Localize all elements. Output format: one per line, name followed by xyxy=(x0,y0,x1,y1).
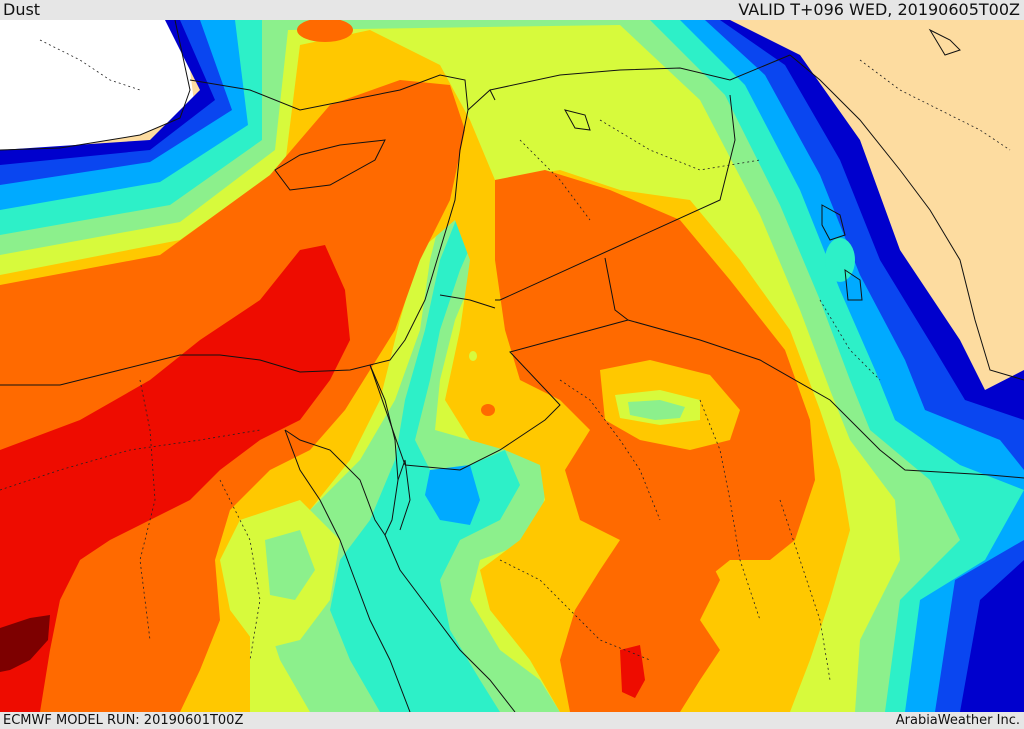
header-bar xyxy=(0,0,1024,20)
dust-cell-jordan xyxy=(481,404,495,416)
province-borders xyxy=(0,39,1011,681)
dust-cell-israel xyxy=(469,351,477,361)
sea-area xyxy=(0,20,195,150)
valid-time: VALID T+096 WED, 20190605T00Z xyxy=(738,0,1020,19)
dust-band-8-south xyxy=(630,540,720,630)
model-run: ECMWF MODEL RUN: 20190601T00Z xyxy=(3,713,244,728)
dust-corridor-pocket xyxy=(425,465,480,525)
country-borders xyxy=(369,89,1024,479)
footer-bar xyxy=(0,712,1024,729)
dust-band-10 xyxy=(0,615,50,672)
dust-cell-gulf xyxy=(825,238,855,282)
dust-hole-arabia-core xyxy=(628,400,685,420)
dust-patch-sinai-inner xyxy=(265,530,315,600)
dust-cell-north xyxy=(297,20,353,42)
map-title: Dust xyxy=(3,0,41,19)
dust-band-9 xyxy=(0,245,350,712)
credit-text: ArabiaWeather Inc. xyxy=(895,713,1020,728)
dust-band-9-south xyxy=(620,645,645,698)
dust-forecast-map xyxy=(0,20,1024,712)
dust-corridor-min xyxy=(330,210,520,712)
